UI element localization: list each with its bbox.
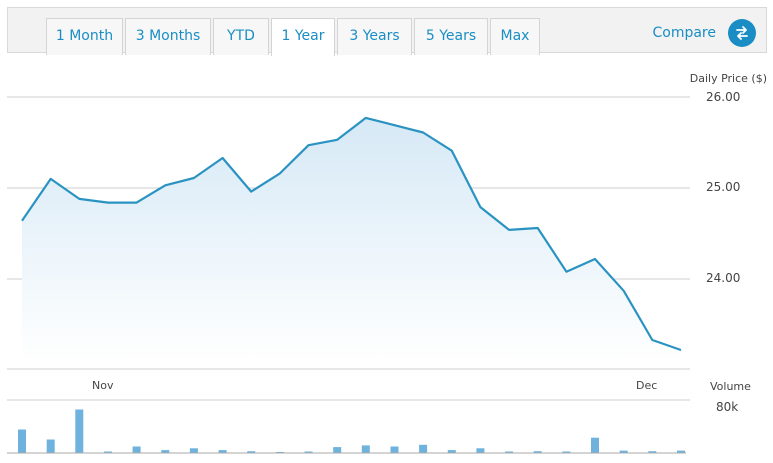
volume-bar <box>218 450 227 453</box>
volume-bar <box>104 451 112 453</box>
volume-bar <box>75 409 84 453</box>
volume-bar <box>390 446 399 453</box>
volume-bar <box>562 451 571 453</box>
price-tick-label: 24.00 <box>706 271 741 285</box>
volume-bar <box>161 450 170 453</box>
volume-bar <box>18 429 26 453</box>
x-tick-dec: Dec <box>636 379 658 392</box>
volume-bar <box>419 444 428 453</box>
volume-bar <box>505 451 514 453</box>
range-tab[interactable]: 1 Year <box>271 18 335 56</box>
volume-bar <box>247 451 256 453</box>
price-tick-label: 26.00 <box>706 90 741 104</box>
range-tab[interactable]: 3 Months <box>125 18 211 55</box>
volume-bar <box>677 450 685 453</box>
range-tab[interactable]: 3 Years <box>337 18 412 55</box>
volume-bar <box>591 437 599 453</box>
volume-bar <box>619 450 628 453</box>
volume-bar <box>648 451 657 453</box>
price-line <box>21 116 682 352</box>
volume-bar <box>132 446 141 453</box>
price-axis-label: Daily Price ($) <box>689 72 767 85</box>
x-tick-nov: Nov <box>92 379 114 392</box>
volume-bar <box>447 450 456 453</box>
range-tab[interactable]: Max <box>490 18 540 55</box>
range-tab[interactable]: 1 Month <box>46 18 123 55</box>
volume-bar <box>333 447 342 453</box>
volume-bar <box>304 451 313 453</box>
range-toolbar: 1 Month 3 Months YTD 1 Year 3 Years 5 Years Ma… <box>7 7 767 56</box>
price-area <box>22 117 681 363</box>
volume-bar <box>476 448 485 453</box>
volume-axis-label: Volume <box>710 380 751 393</box>
volume-bar <box>533 451 542 453</box>
range-tab[interactable]: 5 Years <box>414 18 488 55</box>
swap-arrows-icon <box>728 19 756 47</box>
compare-label: Compare <box>652 25 716 41</box>
volume-bar <box>189 448 198 453</box>
range-tab[interactable]: YTD <box>213 18 269 55</box>
volume-bar <box>46 439 55 453</box>
compare-button[interactable]: Compare <box>652 18 756 48</box>
volume-tick-label: 80k <box>716 400 739 414</box>
price-tick-label: 25.00 <box>706 180 741 194</box>
volume-bar <box>361 445 370 453</box>
